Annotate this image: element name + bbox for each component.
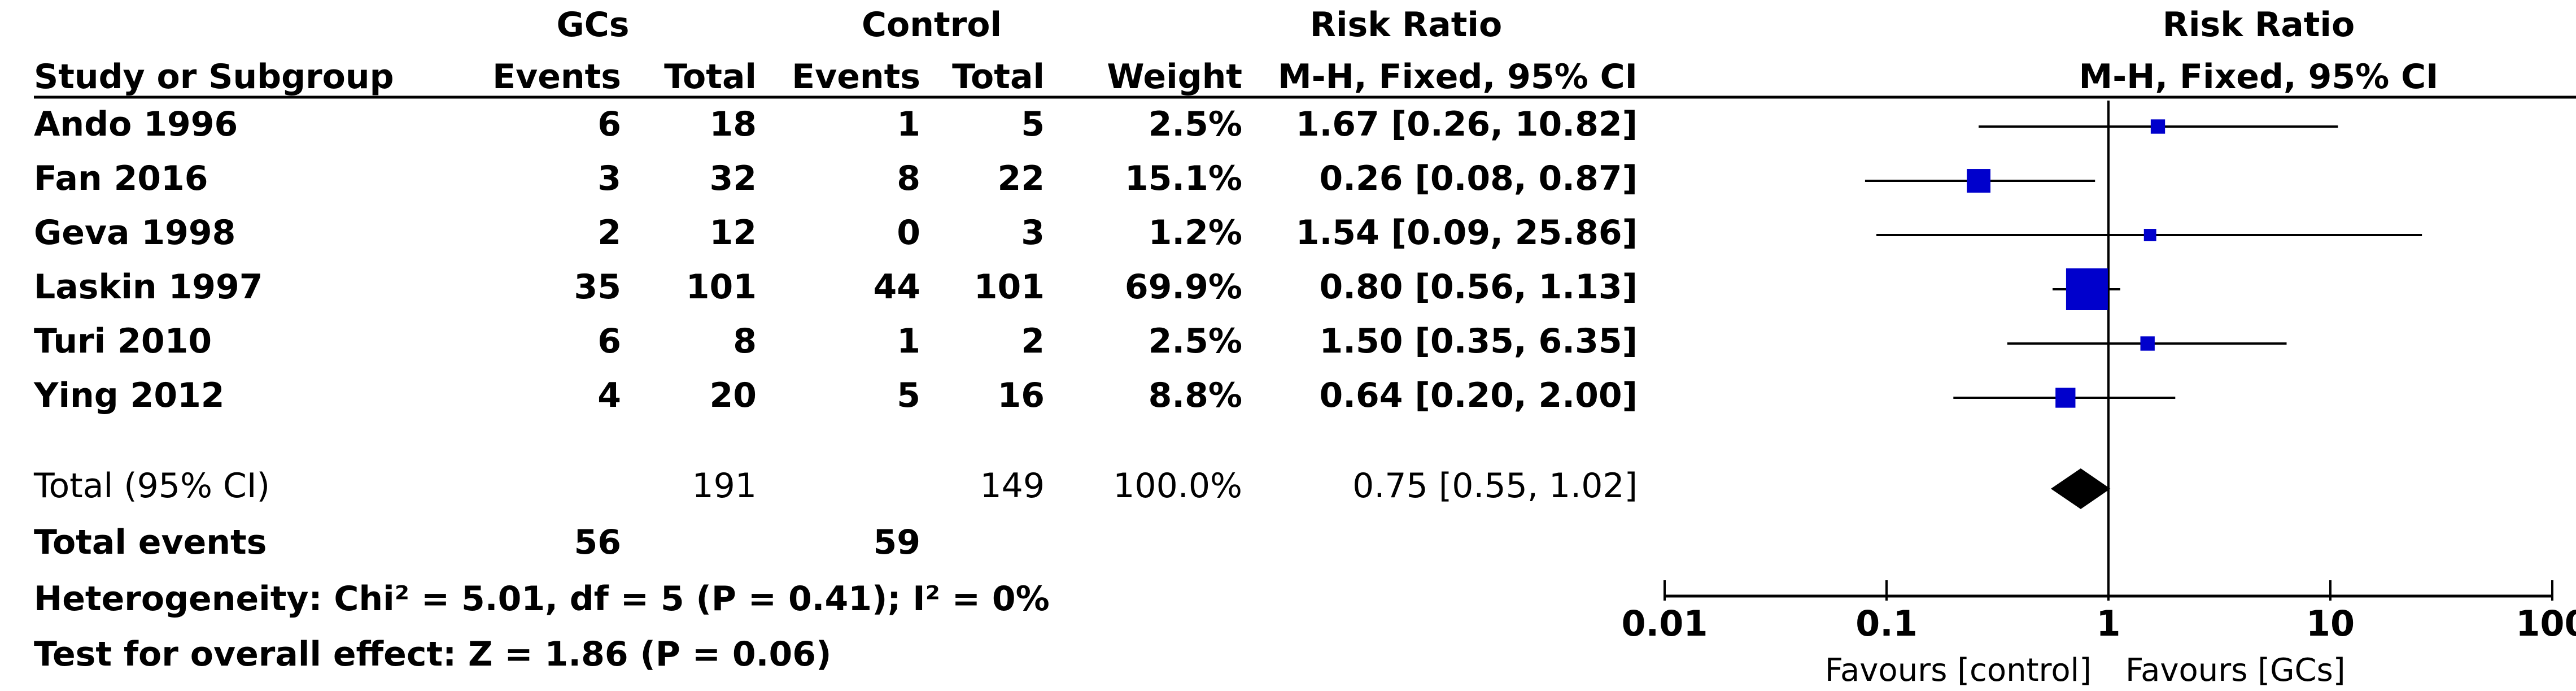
study-marker bbox=[2055, 388, 2076, 408]
x-tick-label: 10 bbox=[2306, 603, 2355, 644]
total2-value: 5 bbox=[1021, 105, 1045, 144]
total-ci-value: 0.75 [0.55, 1.02] bbox=[1352, 466, 1638, 506]
total2-value: 3 bbox=[1021, 213, 1045, 253]
events2-value: 5 bbox=[897, 376, 920, 415]
study-marker bbox=[2143, 229, 2156, 241]
events2-value: 0 bbox=[897, 213, 920, 253]
study-name: Laskin 1997 bbox=[34, 267, 263, 307]
total1-value: 18 bbox=[709, 105, 757, 144]
total2-value: 149 bbox=[980, 466, 1045, 506]
ci-value: 0.80 [0.56, 1.13] bbox=[1319, 267, 1638, 307]
weight-value: 69.9% bbox=[1124, 267, 1242, 307]
ci-value: 1.67 [0.26, 10.82] bbox=[1295, 105, 1638, 144]
weight-value: 15.1% bbox=[1124, 159, 1242, 198]
total1-value: 32 bbox=[709, 159, 757, 198]
total-events-label: Total events bbox=[34, 523, 267, 562]
group1-header: GCs bbox=[556, 5, 630, 45]
study-name: Ying 2012 bbox=[34, 376, 225, 415]
total2-header: Total bbox=[952, 57, 1045, 97]
study-marker bbox=[2140, 336, 2155, 351]
pooled-diamond bbox=[2050, 468, 2111, 509]
group2-header: Control bbox=[861, 5, 1002, 45]
ci-value: 1.50 [0.35, 6.35] bbox=[1319, 321, 1638, 361]
ci-value: 0.26 [0.08, 0.87] bbox=[1319, 159, 1638, 198]
study-name: Turi 2010 bbox=[34, 321, 212, 361]
favours-left-label: Favours [control] bbox=[1825, 652, 2092, 689]
events2-header: Events bbox=[792, 57, 920, 97]
x-tick-label: 0.01 bbox=[1622, 603, 1708, 644]
study-name: Fan 2016 bbox=[34, 159, 208, 198]
events1-value: 6 bbox=[597, 105, 621, 144]
x-tick-label: 0.1 bbox=[1855, 603, 1918, 644]
events1-value: 4 bbox=[597, 376, 621, 415]
effect-column-title: Risk Ratio bbox=[1309, 5, 1503, 45]
events1-value: 35 bbox=[574, 267, 622, 307]
total1-value: 12 bbox=[709, 213, 757, 253]
events1-header: Events bbox=[492, 57, 621, 97]
total1-value: 191 bbox=[692, 466, 757, 506]
total-events2-value: 59 bbox=[873, 523, 921, 562]
weight-value: 1.2% bbox=[1148, 213, 1242, 253]
study-marker bbox=[2066, 268, 2108, 310]
total-events1-value: 56 bbox=[574, 523, 622, 562]
events2-value: 8 bbox=[897, 159, 920, 198]
study-marker bbox=[1967, 169, 1991, 193]
total2-value: 22 bbox=[997, 159, 1045, 198]
total2-value: 101 bbox=[973, 267, 1045, 307]
weight-value: 2.5% bbox=[1148, 105, 1242, 144]
events1-value: 3 bbox=[597, 159, 621, 198]
total1-value: 8 bbox=[733, 321, 757, 361]
study-column-header: Study or Subgroup bbox=[34, 57, 394, 97]
events2-value: 1 bbox=[897, 321, 920, 361]
favours-right-label: Favours [GCs] bbox=[2125, 652, 2346, 689]
study-name: Geva 1998 bbox=[34, 213, 236, 253]
total2-value: 2 bbox=[1021, 321, 1045, 361]
weight-header: Weight bbox=[1107, 57, 1242, 97]
total1-value: 101 bbox=[686, 267, 757, 307]
ci-value: 1.54 [0.09, 25.86] bbox=[1295, 213, 1638, 253]
events1-value: 2 bbox=[597, 213, 621, 253]
x-tick-label: 100 bbox=[2516, 603, 2576, 644]
plot-method-header: M-H, Fixed, 95% CI bbox=[2079, 57, 2439, 97]
method-header: M-H, Fixed, 95% CI bbox=[1278, 57, 1638, 97]
x-tick-label: 1 bbox=[2096, 603, 2120, 644]
heterogeneity-text: Heterogeneity: Chi² = 5.01, df = 5 (P = … bbox=[34, 579, 1050, 619]
total-weight-value: 100.0% bbox=[1113, 466, 1242, 506]
plot-title: Risk Ratio bbox=[2162, 5, 2355, 45]
events2-value: 44 bbox=[873, 267, 921, 307]
total2-value: 16 bbox=[997, 376, 1045, 415]
events1-value: 6 bbox=[597, 321, 621, 361]
ci-value: 0.64 [0.20, 2.00] bbox=[1319, 376, 1638, 415]
total1-value: 20 bbox=[709, 376, 757, 415]
study-marker bbox=[2150, 119, 2165, 134]
total-label: Total (95% CI) bbox=[34, 466, 270, 506]
weight-value: 2.5% bbox=[1148, 321, 1242, 361]
total1-header: Total bbox=[664, 57, 757, 97]
overall-effect-text: Test for overall effect: Z = 1.86 (P = 0… bbox=[34, 634, 832, 674]
weight-value: 8.8% bbox=[1148, 376, 1242, 415]
study-name: Ando 1996 bbox=[34, 105, 238, 144]
events2-value: 1 bbox=[897, 105, 920, 144]
